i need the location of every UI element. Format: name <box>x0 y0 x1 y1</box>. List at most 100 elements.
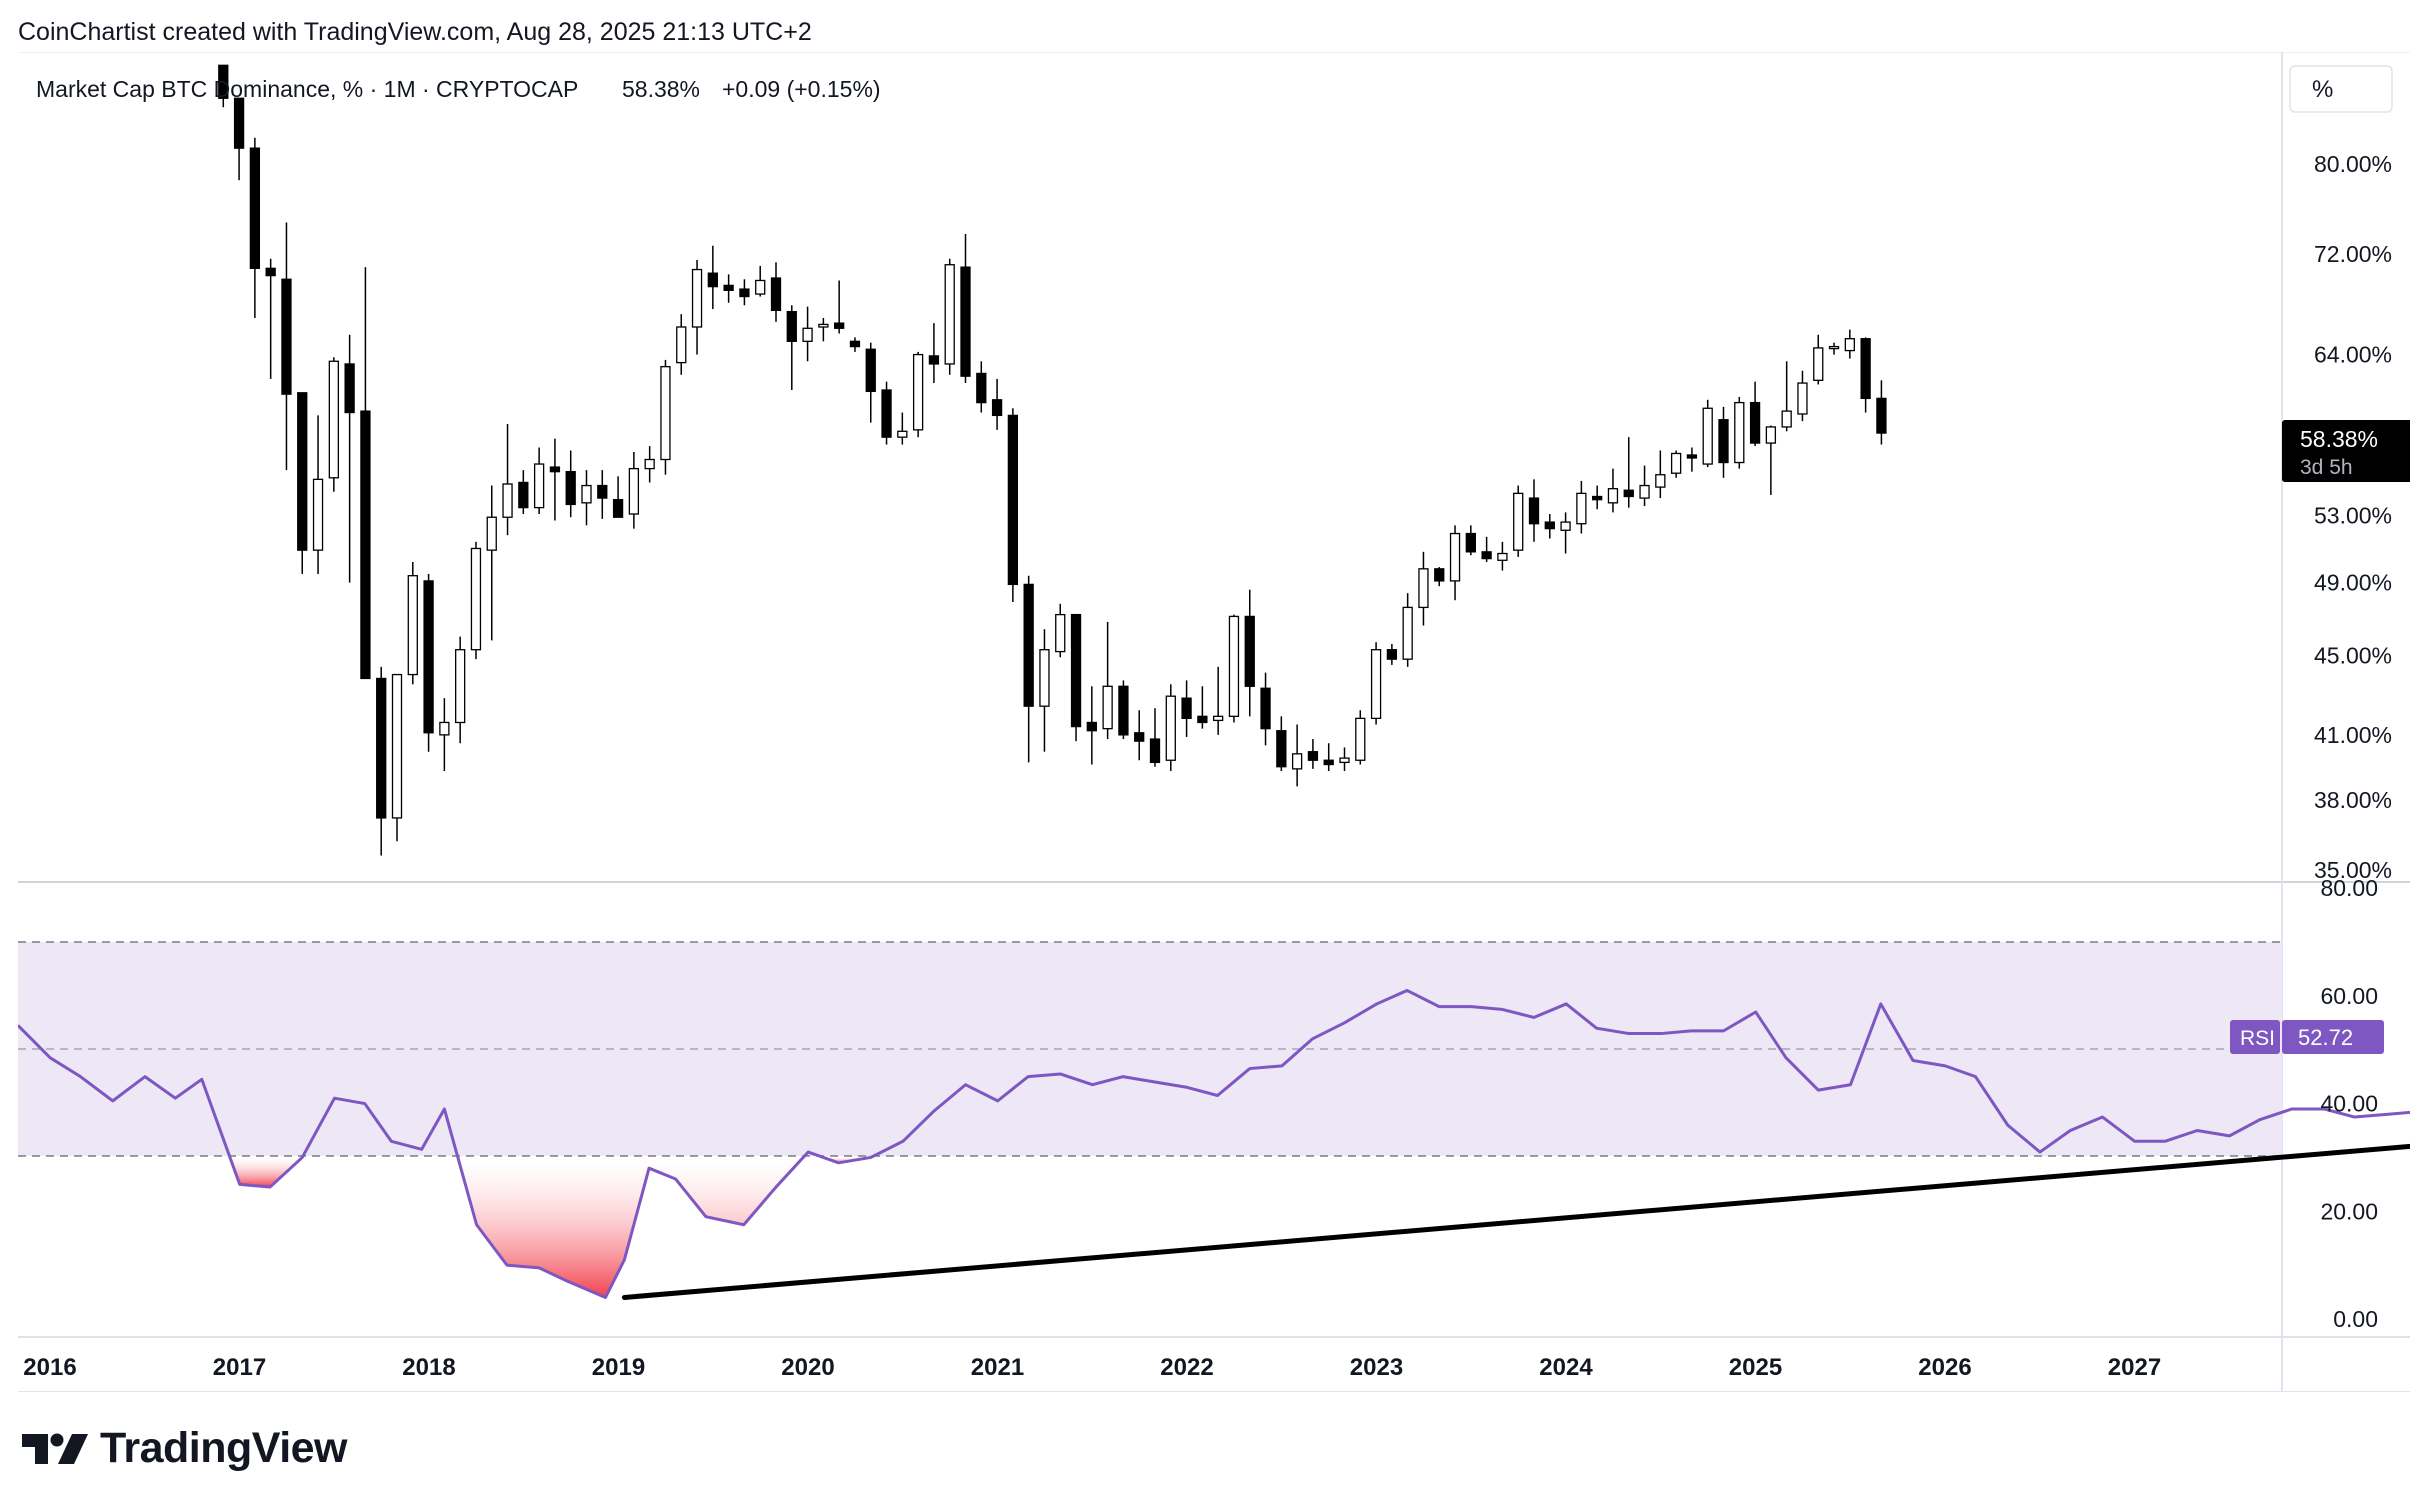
candle[interactable] <box>1386 644 1398 665</box>
candle[interactable] <box>1670 450 1682 478</box>
candle[interactable] <box>628 451 640 529</box>
candle[interactable] <box>1276 716 1287 772</box>
candle[interactable] <box>328 357 339 492</box>
candle[interactable] <box>312 415 324 574</box>
candle[interactable] <box>991 378 1003 430</box>
candle[interactable] <box>391 673 403 842</box>
candle[interactable] <box>1418 551 1429 626</box>
candle[interactable] <box>297 392 308 574</box>
tradingview-logo[interactable]: TradingView <box>22 1424 348 1473</box>
candle[interactable] <box>612 476 624 518</box>
candle[interactable] <box>344 334 355 583</box>
time-axis[interactable]: 2016 2017 2018 2019 2020 2021 2022 2023 2024 2025… <box>23 1354 2161 1381</box>
candle[interactable] <box>502 424 513 536</box>
candle[interactable] <box>1497 541 1508 571</box>
candle[interactable] <box>1086 686 1097 765</box>
candle[interactable] <box>1134 710 1145 761</box>
candle[interactable] <box>1813 334 1824 385</box>
candlestick-series[interactable] <box>218 64 1887 856</box>
candle[interactable] <box>1165 684 1176 772</box>
candle[interactable] <box>1860 337 1871 413</box>
candle[interactable] <box>739 279 750 306</box>
candle[interactable] <box>407 561 418 685</box>
candle[interactable] <box>770 262 782 322</box>
candle[interactable] <box>423 573 434 752</box>
candle[interactable] <box>1765 425 1777 495</box>
candle[interactable] <box>1513 485 1524 557</box>
candle[interactable] <box>1576 480 1587 534</box>
candle[interactable] <box>897 412 908 445</box>
candle[interactable] <box>1844 329 1855 359</box>
candle[interactable] <box>1339 747 1350 772</box>
candle[interactable] <box>1592 485 1603 510</box>
candle[interactable] <box>1639 465 1650 507</box>
rsi-series[interactable] <box>16 929 2428 1299</box>
candle[interactable] <box>1828 342 1840 355</box>
candle[interactable] <box>1655 450 1666 499</box>
rsi-trendline[interactable] <box>621 1012 2428 1300</box>
candle[interactable] <box>865 342 876 423</box>
candle[interactable] <box>1007 408 1019 603</box>
candle[interactable] <box>1686 447 1698 472</box>
candle[interactable] <box>1228 614 1240 723</box>
candle[interactable] <box>1528 479 1540 542</box>
candle[interactable] <box>976 361 987 413</box>
candle[interactable] <box>960 234 971 384</box>
candle[interactable] <box>1181 680 1192 737</box>
candle[interactable] <box>1402 593 1413 667</box>
trendline-drawing[interactable] <box>621 1012 2428 1300</box>
percent-scale-button[interactable] <box>2289 65 2393 113</box>
candle[interactable] <box>1481 536 1492 562</box>
candle[interactable] <box>1244 589 1255 717</box>
candle[interactable] <box>549 438 561 521</box>
candle[interactable] <box>707 245 718 310</box>
candle[interactable] <box>786 305 797 390</box>
candle[interactable] <box>1876 380 1887 445</box>
candle[interactable] <box>281 222 292 471</box>
candle[interactable] <box>802 306 813 362</box>
candle[interactable] <box>486 485 497 641</box>
candle[interactable] <box>1355 710 1366 765</box>
rsi-line[interactable] <box>16 929 2428 1299</box>
candle[interactable] <box>881 381 892 445</box>
candle[interactable] <box>376 666 387 856</box>
candle[interactable] <box>1102 621 1113 740</box>
candle[interactable] <box>1718 406 1729 478</box>
candle[interactable] <box>1465 525 1476 556</box>
candle[interactable] <box>1781 361 1792 432</box>
candle[interactable] <box>1023 575 1034 763</box>
candle[interactable] <box>1118 680 1129 740</box>
candle[interactable] <box>1623 437 1634 508</box>
candle[interactable] <box>1370 642 1382 725</box>
candle[interactable] <box>1702 399 1713 468</box>
candle[interactable] <box>265 258 276 379</box>
candle[interactable] <box>533 447 545 515</box>
candle[interactable] <box>1260 672 1271 746</box>
candle[interactable] <box>834 280 845 334</box>
candle[interactable] <box>565 450 576 518</box>
candle[interactable] <box>928 323 940 384</box>
candle[interactable] <box>233 97 245 181</box>
candle[interactable] <box>518 470 529 515</box>
candle[interactable] <box>944 258 955 375</box>
candle[interactable] <box>1797 370 1808 422</box>
candle[interactable] <box>660 359 671 475</box>
chart-container[interactable]: Market Cap BTC Dominance, % · 1M · CRYPT… <box>16 51 2428 1393</box>
candle[interactable] <box>581 470 592 526</box>
candle[interactable] <box>1070 613 1082 742</box>
candle[interactable] <box>1544 514 1555 539</box>
candle[interactable] <box>470 541 482 660</box>
candle[interactable] <box>455 636 466 744</box>
candle[interactable] <box>439 698 450 772</box>
candle[interactable] <box>1291 724 1303 787</box>
candle[interactable] <box>676 314 687 375</box>
candle[interactable] <box>755 265 766 297</box>
candle[interactable] <box>1560 512 1571 554</box>
candle[interactable] <box>1307 739 1319 769</box>
candle[interactable] <box>1323 743 1334 772</box>
candle[interactable] <box>1734 396 1745 469</box>
candle[interactable] <box>849 337 861 352</box>
candle[interactable] <box>1607 468 1619 513</box>
candle[interactable] <box>360 267 371 680</box>
candle[interactable] <box>1039 629 1050 752</box>
